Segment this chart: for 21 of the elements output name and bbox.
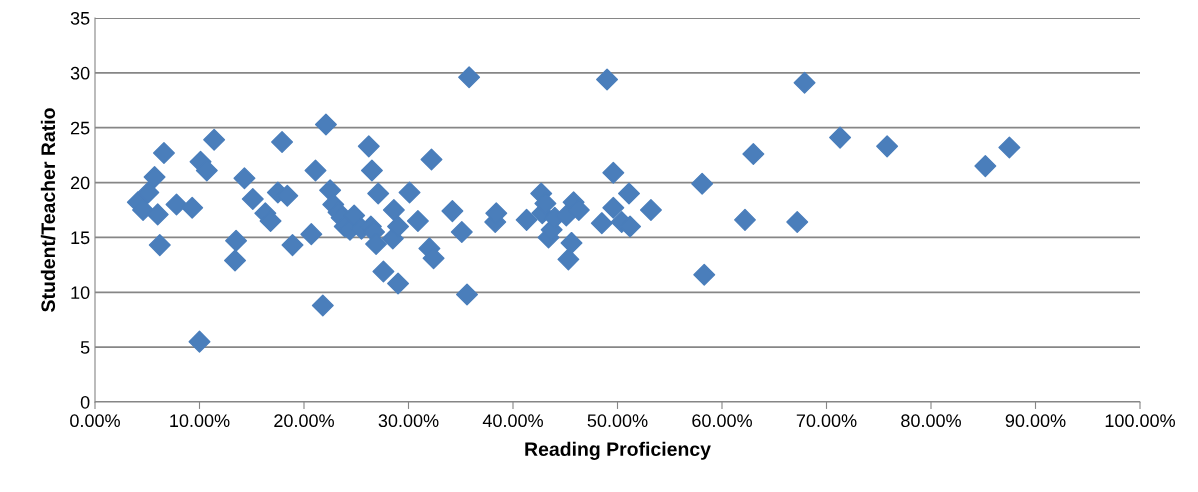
x-tick-label: 60.00% <box>692 414 752 428</box>
y-tick-label: 35 <box>70 11 90 25</box>
x-tick-label: 50.00% <box>587 414 648 428</box>
x-tick-label: 90.00% <box>1005 414 1066 428</box>
x-axis-title: Reading Proficiency <box>525 441 711 460</box>
y-tick-label: 20 <box>70 176 90 190</box>
x-tick-label: 20.00% <box>274 414 334 428</box>
y-tick-label: 25 <box>70 121 90 135</box>
x-tick-label: 0.00% <box>70 414 120 428</box>
y-tick-label: 10 <box>71 286 90 300</box>
x-tick-label: 80.00% <box>901 414 961 428</box>
y-tick-label: 5 <box>80 341 90 354</box>
y-tick-label: 30 <box>70 66 90 80</box>
x-tick-label: 30.00% <box>378 414 439 428</box>
x-tick-label: 10.00% <box>170 414 230 428</box>
x-tick-label: 100.00% <box>1105 414 1175 428</box>
y-tick-label: 0 <box>80 395 90 409</box>
x-tick-label: 40.00% <box>482 414 543 428</box>
y-tick-label: 15 <box>71 231 90 245</box>
y-axis-title: Student/Teacher Ratio <box>40 108 56 312</box>
x-tick-label: 70.00% <box>796 414 857 428</box>
